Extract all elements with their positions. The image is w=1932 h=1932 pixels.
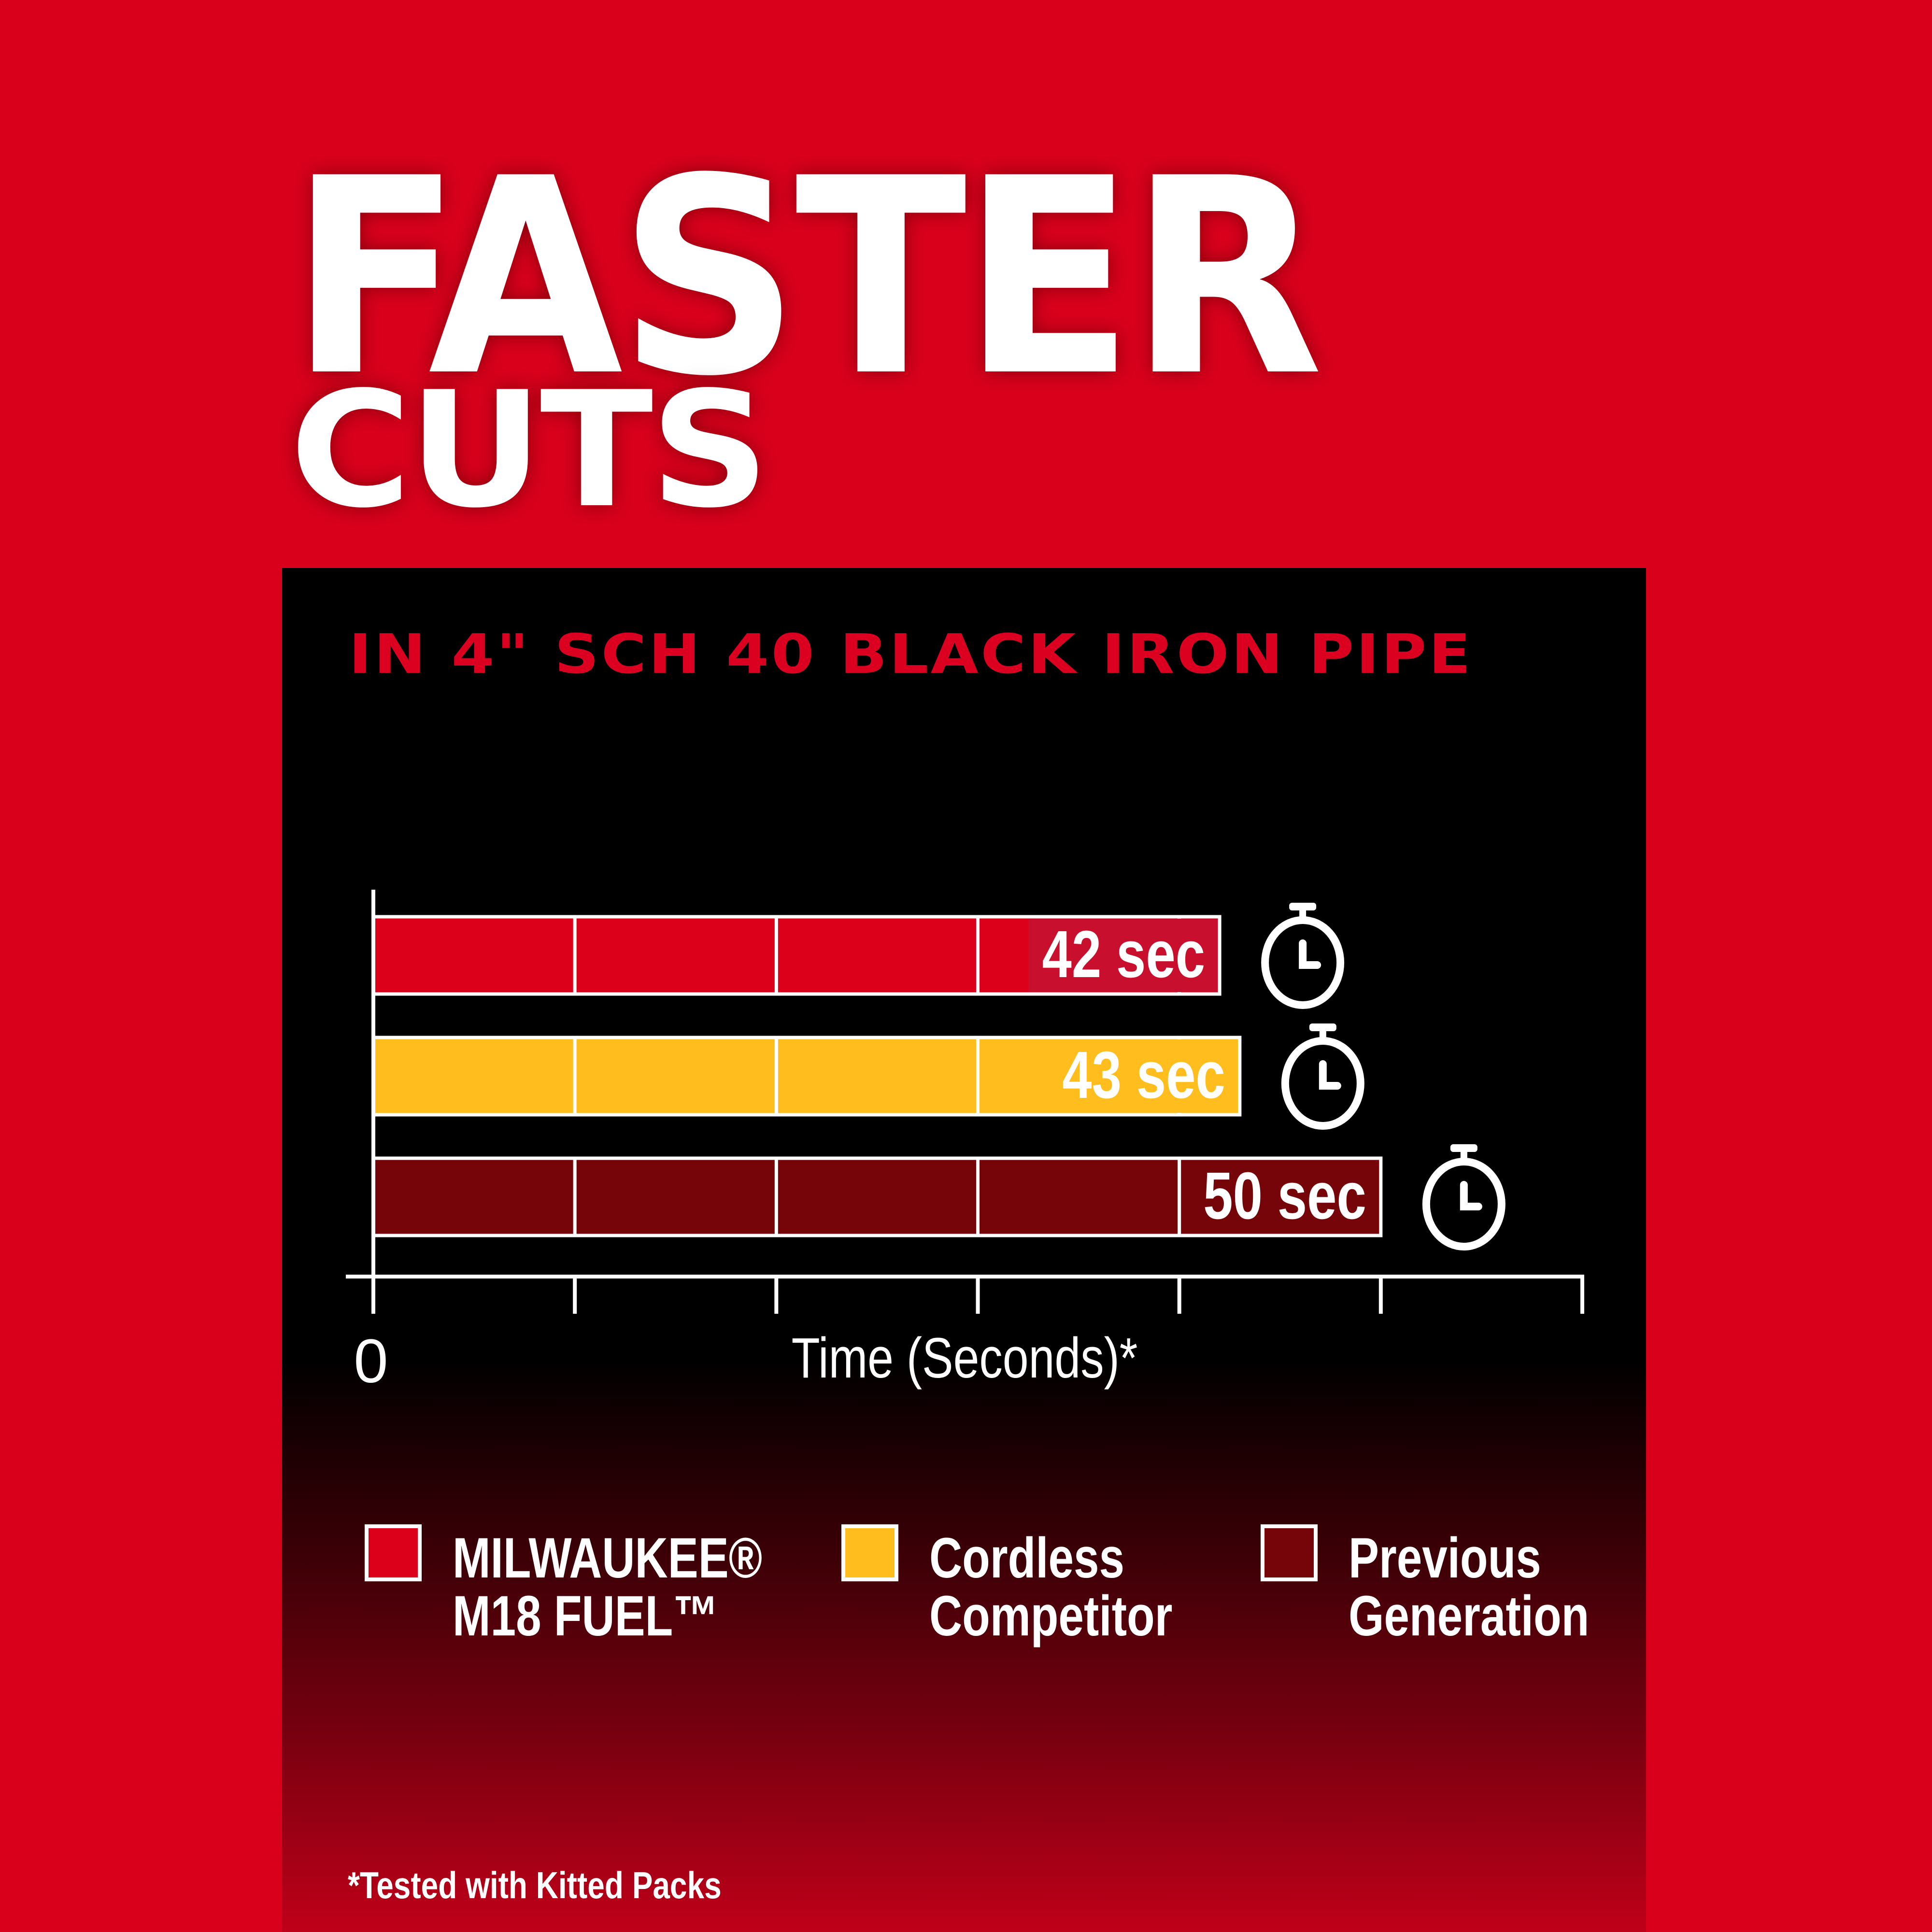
chart-panel — [282, 568, 1646, 1932]
legend-label: Competitor — [929, 1584, 1173, 1648]
bar-group: 42 sec — [371, 903, 1345, 1009]
bar-group: 50 sec — [371, 1144, 1506, 1250]
bar-data-label: 42 sec — [1042, 917, 1205, 991]
stopwatch-icon — [1261, 903, 1345, 1009]
legend-label: Cordless — [929, 1526, 1124, 1590]
stopwatch-stem — [1319, 1029, 1326, 1042]
chart-title: IN 4" SCH 40 BLACK IRON PIPE — [349, 623, 1473, 686]
legend-swatch — [365, 1524, 422, 1581]
stopwatch-stem — [1299, 909, 1307, 921]
legend-label: MILWAUKEE® — [453, 1526, 763, 1590]
footnote: *Tested with Kitted Packs — [348, 1864, 722, 1906]
stopwatch-button — [1289, 903, 1317, 910]
stopwatch-button — [1309, 1023, 1336, 1031]
legend-swatch — [1261, 1524, 1318, 1581]
bar-label-background — [1028, 919, 1218, 992]
x-axis-label: Time (Seconds)* — [792, 1326, 1138, 1390]
legend-label: Generation — [1349, 1584, 1590, 1648]
headline-line1: FASTER — [290, 121, 1323, 436]
bar-group: 43 sec — [371, 1023, 1364, 1130]
stopwatch-hands — [1299, 939, 1321, 969]
stopwatch-hands — [1460, 1181, 1482, 1210]
stopwatch-stem — [1460, 1150, 1467, 1163]
stopwatch-icon — [1422, 1144, 1506, 1250]
legend-swatch — [841, 1524, 898, 1581]
bar-label-background — [1048, 1039, 1238, 1113]
stopwatch-icon — [1281, 1023, 1364, 1130]
x-tick-label: 0 — [354, 1327, 388, 1396]
legend-label: Previous — [1349, 1526, 1541, 1590]
bar-data-label: 50 sec — [1203, 1159, 1366, 1233]
headline-line2: CUTS — [290, 357, 769, 543]
legend-label: M18 FUEL™ — [453, 1584, 719, 1648]
stopwatch-button — [1450, 1144, 1477, 1152]
bar-label-background — [1189, 1160, 1379, 1234]
stopwatch-hands — [1319, 1060, 1341, 1090]
bar-data-label: 43 sec — [1062, 1038, 1225, 1112]
